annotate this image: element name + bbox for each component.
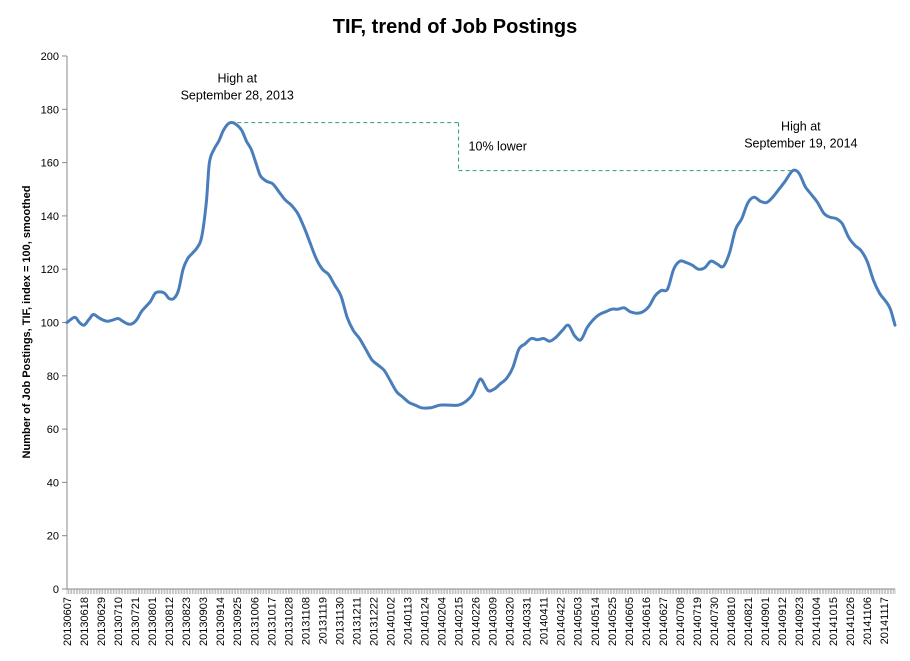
x-tick-label: 20130823 <box>181 597 193 646</box>
y-axis-label: Number of Job Postings, TIF, index = 100… <box>21 186 33 459</box>
x-tick-label: 20140411 <box>539 597 551 645</box>
x-tick-label: 20131211 <box>351 597 363 645</box>
x-tick-label: 20130801 <box>147 597 159 646</box>
x-tick-label: 20141106 <box>862 597 874 645</box>
x-tick-label: 20140309 <box>488 597 500 646</box>
y-tick-label: 140 <box>41 211 59 223</box>
x-tick-label: 20140204 <box>437 597 449 646</box>
y-tick-label: 0 <box>53 584 59 596</box>
x-tick-label: 20140821 <box>743 597 755 646</box>
series-layer <box>65 121 897 410</box>
x-tick-label: 20140226 <box>471 597 483 646</box>
x-tick-label: 20130925 <box>232 597 244 646</box>
x-tick-label: 20140320 <box>505 597 517 646</box>
annotation-high-2014: High at September 19, 2014 <box>744 120 857 151</box>
x-tick-label: 20140331 <box>522 597 534 646</box>
x-tick-label: 20131119 <box>317 597 329 644</box>
x-tick-label: 20140113 <box>402 597 414 645</box>
x-tick-label: 20140215 <box>454 597 466 646</box>
chart-title: TIF, trend of Job Postings <box>333 16 577 38</box>
annotation-high-2013-line: September 28, 2013 <box>181 89 294 103</box>
x-tick-label: 20140719 <box>692 597 704 646</box>
x-tick-label: 20130629 <box>96 597 108 646</box>
x-tick-label: 20140124 <box>420 597 432 646</box>
y-tick-label: 80 <box>47 371 59 383</box>
x-tick-label: 20140730 <box>709 597 721 646</box>
y-tick-label: 180 <box>41 104 59 116</box>
x-tick-label: 20140102 <box>385 597 397 646</box>
annotation-high-2014-line: September 19, 2014 <box>744 137 857 151</box>
x-tick-label: 20130721 <box>130 597 142 646</box>
x-tick-label: 20131222 <box>368 597 380 646</box>
x-tick-label: 20131108 <box>300 597 312 645</box>
x-tick-label: 20130710 <box>113 597 125 646</box>
x-tick-label: 20131130 <box>334 597 346 645</box>
y-tick-label: 100 <box>41 318 59 330</box>
x-tick-label: 20140422 <box>556 597 568 646</box>
annotation-ten-percent-lower: 10% lower <box>469 140 527 154</box>
x-tick-label: 20140514 <box>590 597 602 646</box>
annotation-high-2014-line: High at <box>781 120 821 134</box>
y-tick-label: 20 <box>47 531 59 543</box>
x-tick-label: 20140923 <box>794 597 806 646</box>
y-tick-label: 60 <box>47 424 59 436</box>
x-tick-label: 20141015 <box>828 597 840 646</box>
y-tick-label: 200 <box>41 51 59 63</box>
x-tick-label: 20131028 <box>283 597 295 646</box>
x-tick-label: 20141026 <box>845 597 857 646</box>
x-tick-label: 20131006 <box>249 597 261 646</box>
y-tick-label: 40 <box>47 477 59 489</box>
x-ticks: 20130607 20130618 20130629 20130710 20130721… <box>62 589 896 646</box>
x-tick-label: 20140525 <box>607 597 619 646</box>
x-tick-label: 20130607 <box>62 597 74 646</box>
x-tick-label: 20141117 <box>879 597 891 644</box>
x-tick-label: 20140901 <box>760 597 772 646</box>
x-tick-label: 20140605 <box>624 597 636 646</box>
x-tick-label: 20140810 <box>726 597 738 646</box>
x-tick-label: 20140616 <box>641 597 653 646</box>
x-tick-label: 20141004 <box>811 597 823 646</box>
x-tick-label: 20140627 <box>658 597 670 646</box>
x-tick-label: 20140912 <box>777 597 789 646</box>
y-tick-label: 120 <box>41 264 59 276</box>
x-tick-label: 20131017 <box>266 597 278 646</box>
x-tick-label: 20140503 <box>573 597 585 646</box>
x-tick-label: 20140708 <box>675 597 687 646</box>
annotations: High at September 28, 2013 High at Septembe… <box>181 72 858 172</box>
annotation-high-2013: High at September 28, 2013 <box>181 72 294 103</box>
x-tick-label: 20130618 <box>79 597 91 646</box>
x-tick-label: 20130812 <box>164 597 176 646</box>
annotation-high-2013-line: High at <box>217 72 257 86</box>
series-line-0 <box>65 121 897 410</box>
x-tick-label: 20130914 <box>215 597 227 646</box>
x-tick-label: 20130903 <box>198 597 210 646</box>
y-ticks: 0 20 40 60 80 100 120 140 160 180 200 <box>41 51 67 596</box>
y-tick-label: 160 <box>41 158 59 170</box>
